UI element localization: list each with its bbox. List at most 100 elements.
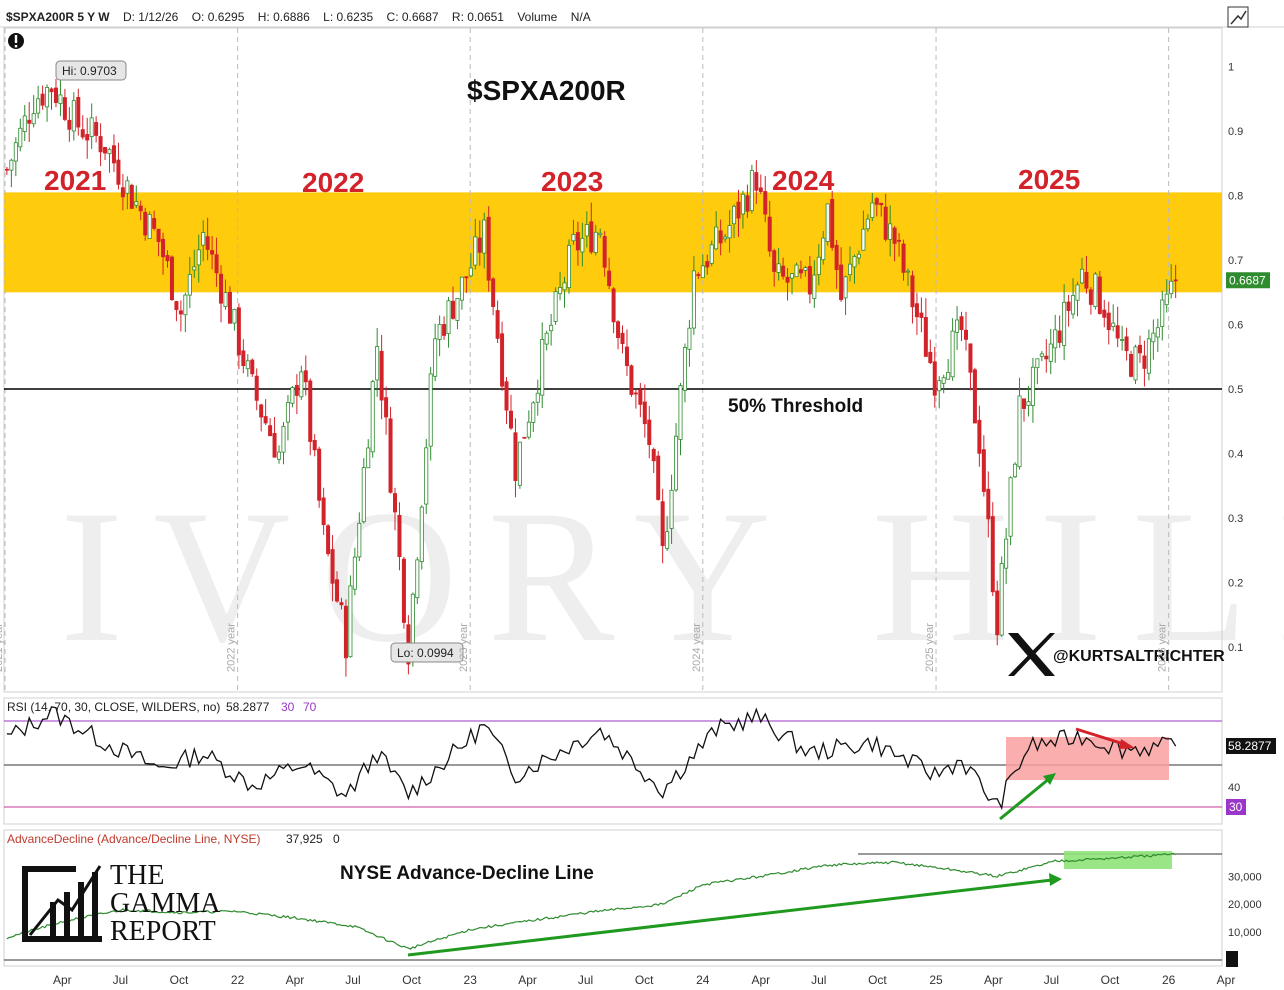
candle-body — [812, 274, 817, 299]
candle — [999, 556, 1004, 637]
candle — [263, 399, 268, 425]
rsi-value-tag: 58.2877 — [1226, 738, 1276, 754]
candle-body — [963, 329, 968, 340]
candle-body — [620, 332, 625, 345]
candle-body — [1004, 538, 1009, 569]
candle — [446, 296, 451, 348]
candle — [723, 233, 728, 243]
candle — [1021, 398, 1026, 422]
candle-body — [580, 237, 585, 253]
candle — [754, 160, 759, 204]
candle-body — [259, 404, 264, 418]
candle-body — [785, 276, 790, 283]
candle — [94, 116, 99, 143]
candle-body — [687, 327, 692, 350]
candle — [897, 232, 902, 257]
rsi-value-tag-text: 58.2877 — [1228, 739, 1272, 753]
candle-body — [277, 451, 282, 460]
candle-body — [540, 338, 545, 396]
candle — [1133, 344, 1138, 384]
candle-body — [357, 522, 362, 558]
candle — [281, 421, 286, 465]
candle-body — [937, 380, 942, 392]
candle-body — [236, 307, 241, 356]
high-label: H: 0.6886 — [257, 10, 310, 24]
candle-body — [134, 201, 139, 206]
low-label: L: 0.6235 — [323, 10, 374, 24]
candle-body — [210, 250, 215, 255]
price-tick-3: 0.7 — [1228, 255, 1243, 267]
year-label-2025: 2025 — [1018, 164, 1080, 195]
candle — [103, 147, 108, 161]
candle-body — [535, 392, 540, 403]
candle-body — [682, 347, 687, 391]
low-callout-text: Lo: 0.0994 — [397, 646, 454, 660]
candle — [981, 435, 986, 497]
candle-body — [790, 273, 795, 279]
candle — [598, 228, 603, 238]
draw-tool-icon[interactable] — [1227, 6, 1249, 28]
candle — [856, 250, 861, 265]
candle — [629, 364, 634, 397]
candle-body — [384, 397, 389, 418]
candle — [660, 488, 665, 564]
candle — [767, 200, 772, 257]
candle — [1008, 476, 1013, 546]
candle — [669, 474, 674, 544]
candle — [272, 416, 277, 458]
candle-body — [428, 373, 433, 447]
candle — [27, 102, 32, 143]
candle-body — [700, 265, 705, 279]
open-label: O: 0.6295 — [191, 10, 245, 24]
candle — [526, 410, 531, 440]
candle-body — [656, 455, 661, 500]
candle — [678, 382, 683, 456]
candle-body — [85, 134, 90, 141]
candle-body — [772, 250, 777, 272]
candle — [1102, 299, 1107, 328]
x-tick-1: Jul — [113, 973, 128, 987]
candle-body — [1030, 366, 1035, 406]
candle — [473, 218, 478, 270]
candle — [517, 441, 522, 489]
candle-body — [268, 425, 273, 437]
candle — [562, 276, 567, 308]
candle-body — [919, 312, 924, 318]
candle — [277, 445, 282, 464]
candle — [49, 87, 54, 110]
candle-body — [294, 385, 299, 396]
candle-body — [647, 419, 652, 445]
candle — [1146, 329, 1151, 381]
candle-body — [450, 300, 455, 319]
candle-body — [740, 193, 745, 215]
candle — [816, 244, 821, 286]
candle — [914, 292, 919, 335]
candle — [540, 322, 545, 409]
candle-body — [901, 243, 906, 273]
symbol-label[interactable]: $SPXA200R 5 Y W — [6, 10, 110, 24]
last-price-text: 0.6687 — [1229, 273, 1266, 287]
candle — [227, 286, 232, 324]
candle — [977, 405, 982, 467]
exclamation-icon[interactable] — [8, 33, 24, 49]
candle — [107, 147, 112, 173]
candle — [589, 202, 594, 255]
candle-body — [187, 274, 192, 296]
candle — [972, 367, 977, 424]
candle — [696, 272, 701, 279]
x-tick-12: Apr — [751, 973, 770, 987]
candle-body — [1137, 344, 1142, 354]
candle — [901, 239, 906, 281]
candle-body — [120, 187, 125, 198]
candle-body — [477, 237, 482, 253]
candle-body — [201, 232, 206, 246]
candle — [9, 158, 14, 188]
candle-body — [749, 170, 754, 211]
candle — [803, 265, 808, 277]
candle — [968, 343, 973, 391]
rsi-30-tag: 30 — [1226, 799, 1246, 815]
rsi-arrow-up — [999, 773, 1056, 821]
candle-body — [758, 187, 763, 192]
x-tick-7: 23 — [464, 973, 478, 987]
candle-body — [1071, 295, 1076, 315]
